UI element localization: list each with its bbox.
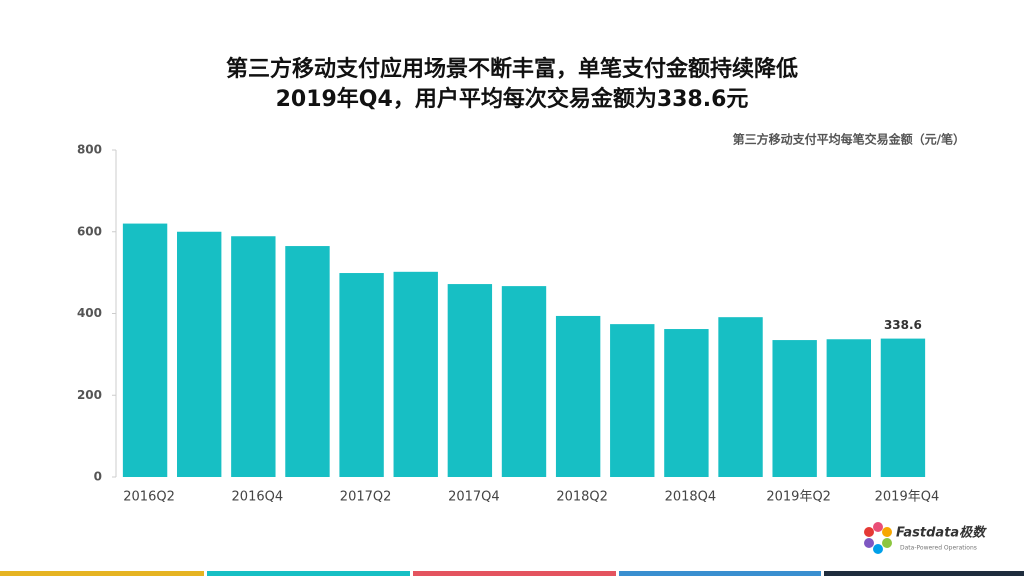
bar xyxy=(610,324,655,477)
chart-subtitle: 2019年Q4，用户平均每次交易金额为338.6元 xyxy=(276,86,749,112)
data-label: 338.6 xyxy=(884,318,922,332)
bar xyxy=(718,317,763,477)
x-tick-label: 2018Q2 xyxy=(556,490,608,505)
bar xyxy=(231,236,276,477)
x-tick-label: 2017Q2 xyxy=(340,490,392,505)
footer-stripes xyxy=(0,571,1024,576)
logo-tagline: Data-Powered Operations xyxy=(900,545,977,552)
logo: Fastdata极数 Data-Powered Operations xyxy=(864,522,987,554)
bar xyxy=(177,231,222,477)
bar xyxy=(880,338,926,477)
x-tick-label: 2019年Q4 xyxy=(875,490,940,505)
bar xyxy=(772,340,817,477)
y-tick-label: 0 xyxy=(94,470,102,484)
x-tick-label: 2018Q4 xyxy=(665,490,717,505)
bar xyxy=(122,223,168,477)
logo-name: Fastdata极数 xyxy=(896,525,987,541)
bar xyxy=(339,273,384,477)
bar xyxy=(501,286,547,477)
x-tick-label: 2019年Q2 xyxy=(766,490,831,505)
y-axis-label: 第三方移动支付平均每笔交易金额（元/笔） xyxy=(733,132,965,147)
x-tick-label: 2016Q2 xyxy=(123,490,175,505)
y-tick-label: 600 xyxy=(77,224,102,238)
chart-title: 第三方移动支付应用场景不断丰富，单笔支付金额持续降低 xyxy=(226,56,798,82)
y-tick-label: 400 xyxy=(77,306,102,320)
bar xyxy=(447,284,493,477)
logo-icon xyxy=(864,522,892,554)
bar xyxy=(664,329,709,477)
bar xyxy=(826,339,871,477)
bar xyxy=(285,246,330,477)
y-tick-label: 200 xyxy=(77,388,102,402)
x-tick-label: 2016Q4 xyxy=(232,490,284,505)
y-tick-label: 800 xyxy=(77,143,102,157)
bar xyxy=(555,315,601,477)
x-tick-label: 2017Q4 xyxy=(448,490,500,505)
bar xyxy=(393,271,438,477)
